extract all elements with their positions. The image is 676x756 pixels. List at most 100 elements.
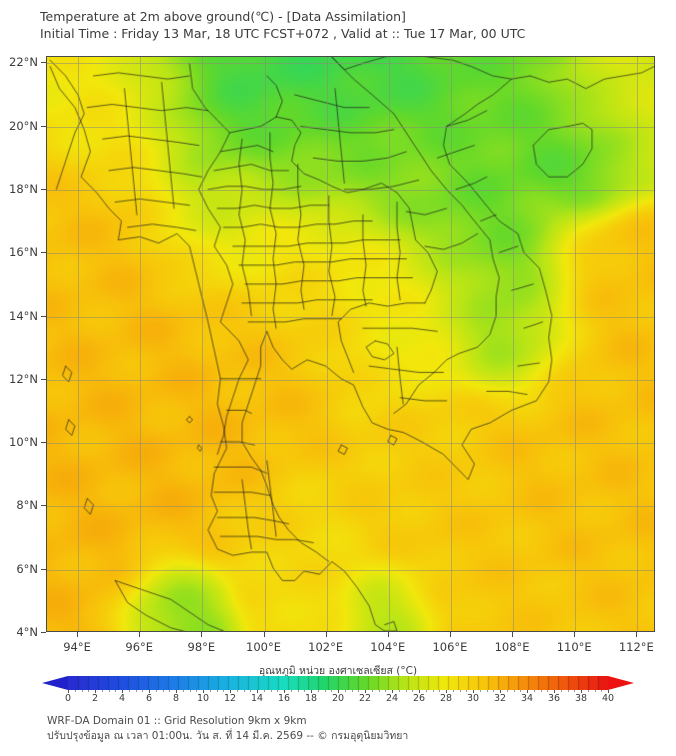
colorbar-minor-tick [216,690,218,692]
colorbar-minor-tick [135,690,137,692]
map-frame [46,56,655,632]
colorbar-minor-tick [155,690,157,692]
temperature-field [47,57,654,631]
footer-block: WRF-DA Domain 01 :: Grid Resolution 9km … [47,714,647,744]
y-axis-tick [41,62,46,64]
colorbar-minor-tick [270,690,272,692]
x-axis-label: 100°E [246,640,281,654]
colorbar-minor-tick [378,690,380,692]
y-axis-tick [41,632,46,633]
colorbar-minor-tick [567,690,569,692]
gridline-vertical [202,57,204,631]
y-axis-tick [41,125,46,127]
colorbar-tick-label: 32 [493,693,507,704]
colorbar-minor-tick [446,690,447,692]
x-axis-tick [77,632,79,637]
colorbar-block: อุณหภูมิ หน่วย องศาเซลเซียส (°C) 0 2 4 6 8 10… [0,662,676,708]
colorbar-minor-tick [601,690,603,692]
colorbar-minor-tick [169,690,171,692]
x-axis-tick [449,632,451,637]
colorbar-minor-tick [115,690,117,692]
colorbar-minor-tick [527,690,528,692]
colorbar-minor-tick [392,690,393,692]
y-axis-label: 22°N [9,55,38,70]
colorbar-under-arrow [42,676,68,690]
colorbar-minor-tick [297,690,299,692]
colorbar-minor-tick [290,690,292,692]
colorbar-minor-tick [351,690,353,692]
colorbar-minor-tick [176,690,177,692]
colorbar-tick-label: 38 [574,693,588,704]
x-axis-tick [636,632,638,637]
colorbar-minor-tick [412,690,414,692]
x-axis-label: 108°E [494,640,530,654]
x-axis-label: 96°E [125,640,154,654]
colorbar-minor-tick [513,690,515,692]
gridline-horizontal [47,126,654,128]
y-axis-label: 12°N [9,371,38,386]
colorbar-minor-tick [587,690,589,692]
colorbar-title: อุณหภูมิ หน่วย องศาเซลเซียส (°C) [258,665,418,677]
colorbar-tick-label: 14 [250,693,264,704]
y-axis-tick [41,378,46,380]
gridline-horizontal [47,63,654,65]
y-axis-tick [41,252,46,254]
gridline-vertical [637,57,639,631]
x-axis-label: 106°E [432,640,468,654]
colorbar-minor-tick [439,690,441,692]
colorbar-tick-label: 36 [547,693,561,704]
colorbar-minor-tick [500,690,501,692]
colorbar-minor-tick [554,690,555,692]
colorbar-minor-tick [243,690,245,692]
colorbar-minor-tick [540,690,542,692]
colorbar-minor-tick [311,690,312,692]
y-axis-label: 14°N [9,308,38,323]
colorbar-tick-label: 6 [145,693,153,704]
gridline-vertical [264,57,266,631]
colorbar-minor-tick [479,690,481,692]
colorbar-minor-tick [101,690,103,692]
colorbar-minor-tick [547,690,549,692]
colorbar-minor-tick [128,690,130,692]
y-axis-label: 8°N [16,498,38,513]
x-axis-tick [325,632,327,637]
colorbar-minor-tick [189,690,191,692]
x-axis-tick [387,632,389,637]
gridline-horizontal [47,506,654,508]
x-axis-tick [263,632,265,637]
colorbar-tick-label: 28 [439,693,453,704]
gridline-horizontal [47,569,654,571]
colorbar-tick-label: 34 [520,693,534,704]
colorbar-minor-tick [331,690,333,692]
colorbar-minor-tick [203,690,204,692]
colorbar-minor-tick [182,690,184,692]
x-axis-label: 94°E [63,640,91,654]
colorbar-tick-label: 2 [91,693,99,704]
x-axis-label: 102°E [308,640,344,654]
colorbar-tick-label: 40 [601,693,615,704]
colorbar-minor-tick [608,690,609,692]
y-axis-label: 16°N [9,245,38,260]
y-axis-label: 18°N [9,181,38,196]
colorbar-minor-tick [560,690,562,692]
title-block: Temperature at 2m above ground(℃) - [Dat… [40,8,660,42]
colorbar-minor-tick [425,690,427,692]
colorbar-minor-tick [419,690,420,692]
y-axis-tick [41,568,46,570]
colorbar-tick-label: 4 [118,693,126,704]
chart-subtitle: Initial Time : Friday 13 Mar, 18 UTC FCS… [40,26,526,41]
footer-model-line: WRF-DA Domain 01 :: Grid Resolution 9km … [47,715,307,727]
colorbar-minor-tick [230,690,231,692]
y-axis-label: 20°N [9,118,38,133]
colorbar-minor-tick [338,690,339,692]
x-axis-tick [201,632,203,637]
x-axis-label: 112°E [618,640,654,654]
y-axis-label: 6°N [16,561,38,576]
gridline-horizontal [47,316,654,318]
colorbar-minor-tick [486,690,488,692]
colorbar-minor-tick [149,690,150,692]
colorbar-minor-tick [459,690,461,692]
colorbar-tick-label: 8 [172,693,180,704]
gridline-vertical [140,57,142,631]
colorbar-minor-tick [466,690,468,692]
